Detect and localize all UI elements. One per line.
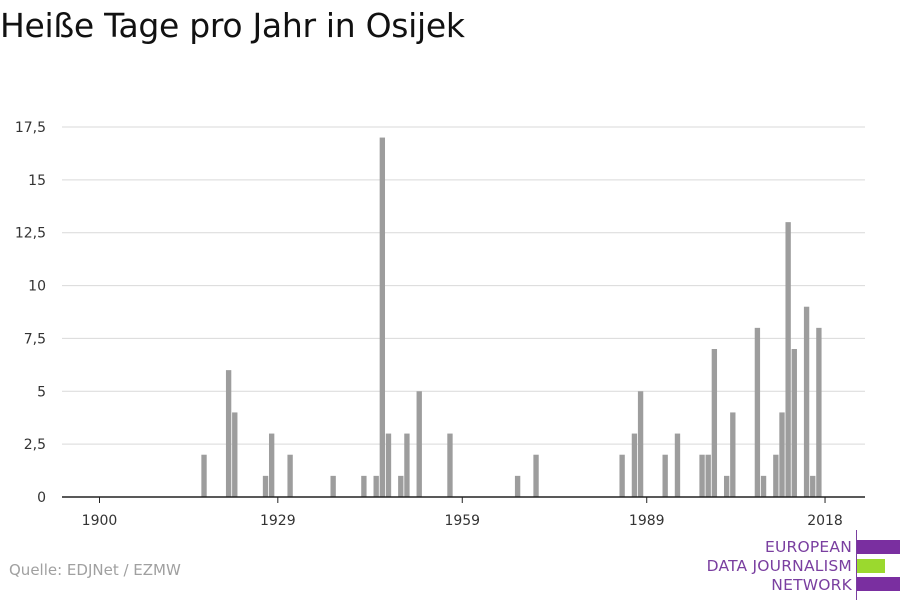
y-tick-label: 5 (37, 384, 46, 400)
bar (379, 137, 386, 498)
bar (773, 454, 779, 497)
bar (619, 454, 625, 497)
bar (514, 475, 521, 497)
bar (232, 412, 238, 497)
bar (637, 391, 644, 497)
x-tick-label: 1989 (629, 513, 665, 529)
bar (779, 412, 785, 497)
bar (730, 412, 736, 497)
logo-bar-middle (857, 559, 885, 573)
bar (760, 475, 767, 497)
logo-line-european: EUROPEAN (764, 538, 852, 556)
bars (201, 137, 822, 498)
x-axis-labels: 1900 1929 1959 1989 2018 (82, 513, 843, 529)
y-axis-labels: 0 2,5 5 7,5 10 12,5 15 17,5 (15, 120, 46, 506)
bar (791, 349, 797, 497)
bar (447, 433, 453, 497)
bar (533, 454, 539, 497)
x-tick-label: 1959 (444, 513, 480, 529)
bar (361, 475, 367, 497)
axes (62, 496, 865, 503)
bar (723, 475, 730, 497)
x-tick-label: 1900 (82, 513, 118, 529)
bar (816, 327, 822, 497)
logo-divider (856, 530, 857, 600)
logo-line-network: NETWORK (771, 576, 852, 594)
logo-bar-bottom (857, 577, 900, 591)
bar (810, 475, 816, 497)
logo-line-data-journalism: DATA JOURNALISM (706, 557, 852, 575)
bar (674, 433, 681, 497)
bar (662, 454, 668, 497)
y-tick-label: 7,5 (24, 331, 46, 347)
bar (785, 222, 791, 497)
bar (631, 433, 638, 497)
bar (699, 454, 705, 497)
bar (201, 454, 207, 497)
bar (385, 433, 392, 497)
bar (705, 454, 711, 497)
logo-bar-top (857, 540, 900, 554)
bar (803, 306, 810, 497)
y-tick-label: 12,5 (15, 226, 46, 242)
y-tick-label: 0 (37, 490, 46, 506)
bar (262, 475, 269, 497)
y-tick-label: 2,5 (24, 437, 46, 453)
y-tick-label: 17,5 (15, 120, 46, 136)
bar (330, 475, 336, 497)
source-note: Quelle: EDJNet / EZMW (9, 561, 181, 579)
bar (398, 475, 404, 497)
x-tick-label: 1929 (260, 513, 296, 529)
x-tick-label: 2018 (807, 513, 843, 529)
edjnet-logo: EUROPEAN DATA JOURNALISM NETWORK (700, 530, 900, 600)
bar (711, 349, 718, 497)
bar (225, 370, 232, 497)
bar (754, 327, 761, 497)
grid-lines (62, 126, 865, 445)
bar (373, 475, 379, 497)
y-tick-label: 15 (28, 173, 46, 189)
bar (287, 454, 293, 497)
bar (268, 433, 275, 497)
chart-title: Heiße Tage pro Jahr in Osijek (0, 6, 465, 45)
bar (416, 391, 422, 497)
bar (404, 433, 410, 497)
y-tick-label: 10 (28, 279, 46, 295)
